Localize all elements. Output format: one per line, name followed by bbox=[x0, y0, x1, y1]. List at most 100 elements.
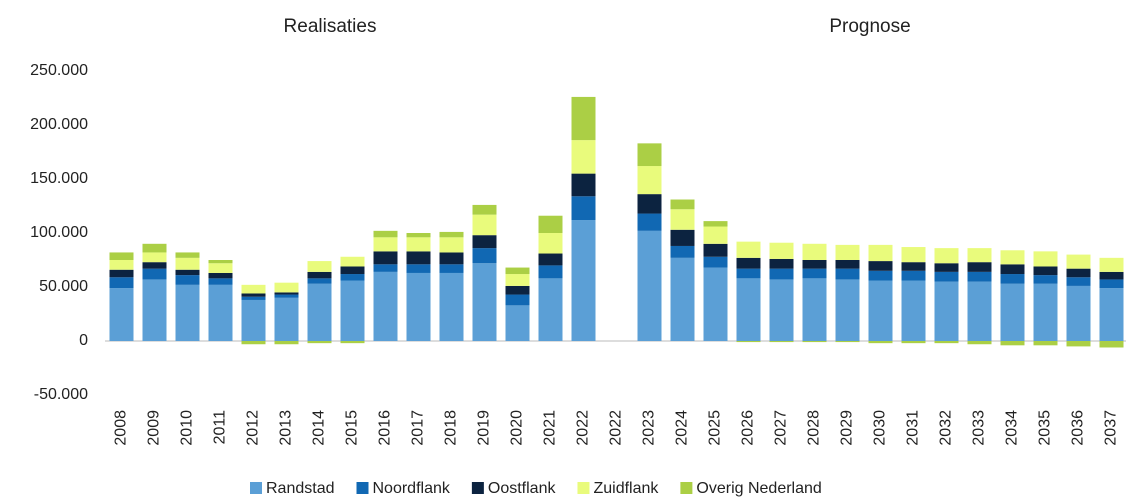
bar-segment bbox=[439, 231, 464, 238]
legend-swatch bbox=[250, 482, 262, 494]
bar-segment bbox=[538, 215, 563, 233]
bar-segment bbox=[538, 278, 563, 341]
bar-segment bbox=[472, 204, 497, 215]
bar-segment bbox=[736, 278, 761, 341]
bar-segment bbox=[1066, 285, 1091, 341]
bar-segment bbox=[769, 268, 794, 280]
legend-label: Oostflank bbox=[488, 480, 557, 497]
y-tick-label: 100.000 bbox=[30, 224, 88, 241]
bar-segment bbox=[208, 263, 233, 273]
bar-segment bbox=[274, 341, 299, 345]
group-title: Realisaties bbox=[284, 16, 377, 37]
bar-segment bbox=[967, 341, 992, 345]
bar-segment bbox=[967, 281, 992, 341]
bar-segment bbox=[241, 284, 266, 294]
bar-segment bbox=[670, 229, 695, 246]
bar-segment bbox=[439, 237, 464, 253]
x-tick-label: 2016 bbox=[377, 410, 394, 446]
bar-segment bbox=[505, 274, 530, 286]
bar-segment bbox=[868, 341, 893, 344]
bar-segment bbox=[670, 199, 695, 210]
bar-segment bbox=[1099, 279, 1124, 289]
bar-segment bbox=[109, 260, 134, 270]
bar-segment bbox=[571, 173, 596, 197]
bar-segment bbox=[1066, 254, 1091, 269]
bar-segment bbox=[109, 252, 134, 260]
bar-segment bbox=[1000, 264, 1025, 275]
y-tick-label: 150.000 bbox=[30, 170, 88, 187]
bar-segment bbox=[1066, 268, 1091, 278]
x-tick-label: 2026 bbox=[740, 410, 757, 446]
x-tick-label: 2030 bbox=[872, 410, 889, 446]
x-tick-label: 2009 bbox=[146, 410, 163, 446]
bar-segment bbox=[241, 341, 266, 345]
bar-segment bbox=[802, 243, 827, 260]
x-tick-label: 2035 bbox=[1037, 410, 1054, 446]
bar-segment bbox=[439, 264, 464, 273]
bar-segment bbox=[736, 268, 761, 279]
x-tick-label: 2036 bbox=[1070, 410, 1087, 446]
bar-segment bbox=[307, 341, 332, 344]
bar-segment bbox=[835, 279, 860, 341]
bar-segment bbox=[1000, 283, 1025, 341]
x-tick-label: 2023 bbox=[641, 410, 658, 446]
bar-segment bbox=[868, 244, 893, 262]
bar-segment bbox=[670, 245, 695, 258]
bar-segment bbox=[538, 265, 563, 279]
x-tick-label: 2017 bbox=[410, 410, 427, 446]
x-tick-label: 2011 bbox=[212, 410, 229, 445]
bar-segment bbox=[802, 278, 827, 341]
x-tick-label: 2025 bbox=[707, 410, 724, 446]
x-tick-label: 2029 bbox=[839, 410, 856, 446]
x-tick-label: 2020 bbox=[509, 410, 526, 446]
bar-segment bbox=[274, 294, 299, 298]
bar-segment bbox=[571, 96, 596, 141]
bar-segment bbox=[373, 264, 398, 272]
bar-segment bbox=[934, 248, 959, 264]
bar-segment bbox=[703, 221, 728, 227]
bar-segment bbox=[868, 270, 893, 281]
x-tick-label: 2021 bbox=[542, 410, 559, 446]
bar-segment bbox=[769, 242, 794, 259]
bar-segment bbox=[967, 271, 992, 282]
bar-segment bbox=[373, 237, 398, 252]
bar-segment bbox=[736, 241, 761, 258]
bar-segment bbox=[934, 281, 959, 341]
x-tick-label: 2027 bbox=[773, 410, 790, 446]
y-tick-label: 250.000 bbox=[30, 62, 88, 79]
bar-segment bbox=[736, 257, 761, 269]
bar-segment bbox=[439, 252, 464, 265]
bar-segment bbox=[967, 262, 992, 272]
bar-segment bbox=[802, 260, 827, 269]
bar-segment bbox=[1066, 277, 1091, 286]
bar-segment bbox=[1000, 274, 1025, 284]
bar-segment bbox=[175, 269, 200, 276]
bar-segment bbox=[373, 251, 398, 265]
bar-segment bbox=[571, 196, 596, 221]
bar-segment bbox=[670, 257, 695, 341]
bar-segment bbox=[505, 294, 530, 306]
bar-segment bbox=[406, 272, 431, 341]
bar-segment bbox=[571, 140, 596, 174]
bar-segment bbox=[208, 284, 233, 341]
bar-segment bbox=[274, 292, 299, 295]
x-tick-label: 2028 bbox=[806, 410, 823, 446]
bar-segment bbox=[505, 285, 530, 295]
bar-segment bbox=[208, 278, 233, 285]
bar-segment bbox=[901, 262, 926, 271]
bar-segment bbox=[802, 341, 827, 343]
x-tick-label: 2010 bbox=[179, 410, 196, 446]
x-tick-label: 2022 bbox=[608, 410, 625, 446]
bar-segment bbox=[175, 284, 200, 341]
bar-segment bbox=[538, 233, 563, 254]
bar-segment bbox=[1000, 250, 1025, 265]
group-title: Prognose bbox=[829, 16, 910, 37]
bar-segment bbox=[406, 264, 431, 273]
bar-segment bbox=[703, 267, 728, 341]
bar-segment bbox=[835, 341, 860, 343]
bar-segment bbox=[472, 263, 497, 341]
bar-segment bbox=[868, 280, 893, 341]
bar-segment bbox=[340, 280, 365, 341]
bar-segment bbox=[703, 243, 728, 257]
